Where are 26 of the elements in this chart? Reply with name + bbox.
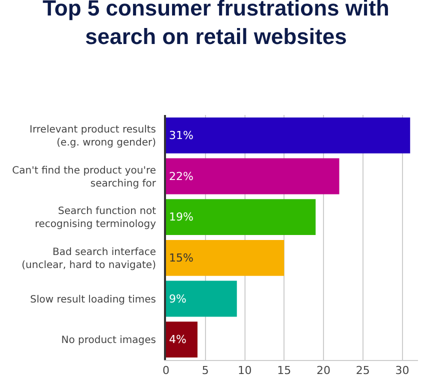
data-label: 4% [169,333,186,346]
x-tick-label: 25 [356,364,370,378]
x-tick-label: 10 [238,364,252,378]
bar [166,240,284,276]
x-tick-label: 5 [202,364,209,378]
bar [166,158,340,194]
bar [166,199,316,236]
data-label: 19% [169,210,194,224]
y-tick-label: No product images [61,335,156,346]
bar [166,322,198,358]
chart-title: Top 5 consumer frustrations with search on retail websites [42,0,390,50]
x-tick-label: 30 [395,364,410,378]
data-label: 9% [169,292,186,306]
x-tick-label: 15 [277,364,292,378]
bar [166,280,237,317]
y-tick-label: Slow result loading times [30,294,156,306]
data-label: 31% [169,128,194,142]
bar [166,117,410,154]
y-tick-label: Can't find the product you're searching for [12,165,157,190]
y-tick-label: Bad search interface (unclear, hard to navigate) [22,246,156,271]
x-tick-label: 0 [162,364,170,378]
x-tick-label: 20 [316,364,330,378]
y-tick-label: Irrelevant product results (e.g. wrong gender) [30,124,156,148]
data-label: 15% [169,251,194,264]
y-tick-label: Search function not recognising terminology [34,206,156,230]
data-label: 22% [169,170,194,183]
